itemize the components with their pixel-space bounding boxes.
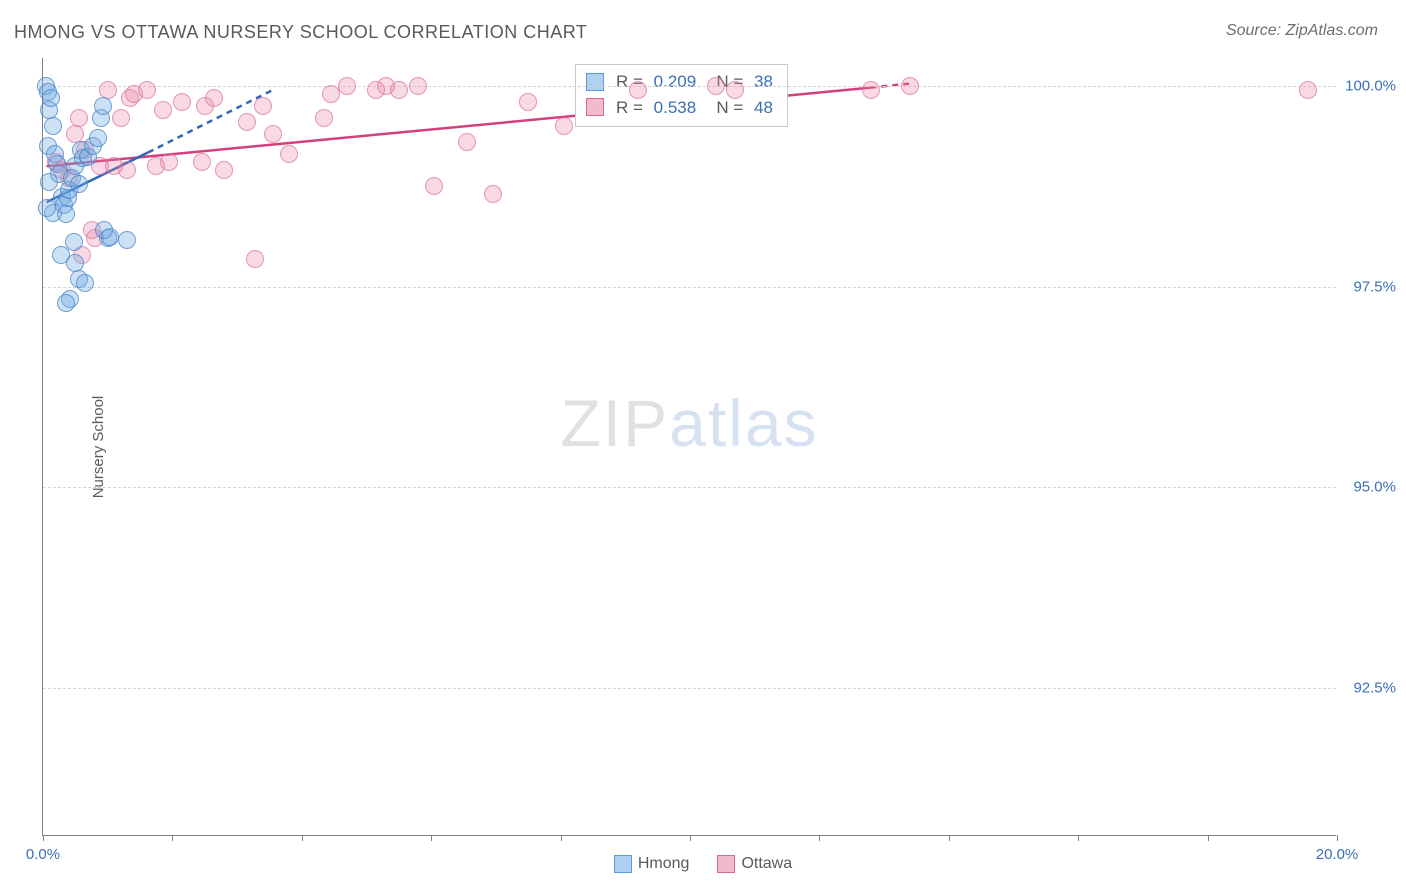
- xtick: [690, 835, 691, 841]
- data-point-pink: [264, 125, 282, 143]
- data-point-pink: [215, 161, 233, 179]
- data-point-blue: [57, 294, 75, 312]
- info-r-value: 0.209: [654, 69, 697, 95]
- info-r-value: 0.538: [654, 95, 697, 121]
- legend-label: Ottawa: [741, 855, 792, 873]
- data-point-blue: [57, 205, 75, 223]
- watermark-zip: ZIP: [560, 386, 669, 460]
- data-point-blue: [40, 173, 58, 191]
- data-point-pink: [390, 81, 408, 99]
- data-point-pink: [901, 77, 919, 95]
- xtick: [949, 835, 950, 841]
- info-r-prefix: R =: [616, 95, 648, 121]
- data-point-blue: [95, 221, 113, 239]
- ytick-label: 95.0%: [1341, 479, 1396, 496]
- xtick: [1337, 835, 1338, 841]
- xtick: [1078, 835, 1079, 841]
- watermark: ZIPatlas: [560, 385, 818, 461]
- watermark-atlas: atlas: [669, 386, 818, 460]
- gridline-h: [43, 86, 1336, 87]
- xtick: [302, 835, 303, 841]
- data-point-pink: [629, 81, 647, 99]
- data-point-blue: [118, 231, 136, 249]
- info-n-value: 48: [754, 95, 773, 121]
- data-point-pink: [205, 89, 223, 107]
- swatch-icon: [586, 98, 604, 116]
- data-point-blue: [44, 117, 62, 135]
- gridline-h: [43, 487, 1336, 488]
- chart-title: HMONG VS OTTAWA NURSERY SCHOOL CORRELATI…: [14, 22, 587, 43]
- gridline-h: [43, 287, 1336, 288]
- swatch-icon: [586, 73, 604, 91]
- data-point-pink: [425, 177, 443, 195]
- data-point-pink: [238, 113, 256, 131]
- data-point-blue: [76, 274, 94, 292]
- info-row: R = 0.209 N = 38: [586, 69, 773, 95]
- y-axis-label: Nursery School: [90, 395, 107, 498]
- data-point-pink: [154, 101, 172, 119]
- data-point-pink: [193, 153, 211, 171]
- xtick: [172, 835, 173, 841]
- correlation-info-box: R = 0.209 N = 38R = 0.538 N = 48: [575, 64, 788, 127]
- data-point-pink: [1299, 81, 1317, 99]
- legend-label: Hmong: [638, 855, 690, 873]
- data-point-blue: [38, 199, 56, 217]
- data-point-blue: [52, 246, 70, 264]
- data-point-pink: [555, 117, 573, 135]
- data-point-pink: [280, 145, 298, 163]
- data-point-pink: [458, 133, 476, 151]
- data-point-blue: [94, 97, 112, 115]
- data-point-pink: [112, 109, 130, 127]
- data-point-pink: [118, 161, 136, 179]
- data-point-pink: [519, 93, 537, 111]
- data-point-pink: [707, 77, 725, 95]
- ytick-label: 92.5%: [1341, 679, 1396, 696]
- swatch-icon: [717, 855, 735, 873]
- data-point-pink: [160, 153, 178, 171]
- gridline-h: [43, 688, 1336, 689]
- data-point-pink: [254, 97, 272, 115]
- info-n-value: 38: [754, 69, 773, 95]
- data-point-pink: [315, 109, 333, 127]
- xtick: [819, 835, 820, 841]
- data-point-pink: [862, 81, 880, 99]
- data-point-pink: [246, 250, 264, 268]
- data-point-blue: [70, 175, 88, 193]
- ytick-label: 97.5%: [1341, 278, 1396, 295]
- data-point-pink: [726, 81, 744, 99]
- data-point-pink: [138, 81, 156, 99]
- data-point-pink: [70, 109, 88, 127]
- data-point-pink: [409, 77, 427, 95]
- xtick: [431, 835, 432, 841]
- info-row: R = 0.538 N = 48: [586, 95, 773, 121]
- info-n-prefix: N =: [702, 95, 748, 121]
- data-point-pink: [173, 93, 191, 111]
- data-point-pink: [484, 185, 502, 203]
- data-point-blue: [89, 129, 107, 147]
- xtick: [1208, 835, 1209, 841]
- swatch-icon: [614, 855, 632, 873]
- plot-area: Nursery School ZIPatlas R = 0.209 N = 38…: [42, 58, 1336, 836]
- data-point-blue: [42, 89, 60, 107]
- trend-lines-svg: [43, 58, 1336, 835]
- legend-item: Hmong: [614, 855, 690, 873]
- legend-item: Ottawa: [717, 855, 792, 873]
- xtick: [561, 835, 562, 841]
- xtick: [43, 835, 44, 841]
- data-point-pink: [322, 85, 340, 103]
- source-label: Source: ZipAtlas.com: [1226, 22, 1378, 40]
- ytick-label: 100.0%: [1341, 78, 1396, 95]
- legend: Hmong Ottawa: [0, 855, 1406, 878]
- data-point-pink: [338, 77, 356, 95]
